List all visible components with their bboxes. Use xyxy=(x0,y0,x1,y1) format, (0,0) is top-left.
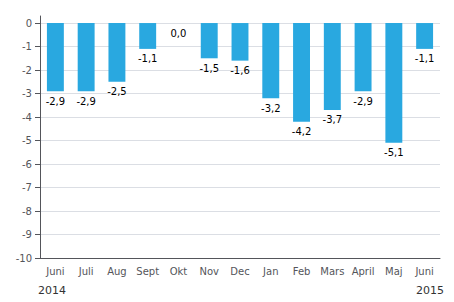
svg-text:-8: -8 xyxy=(22,206,32,217)
svg-text:-1,1: -1,1 xyxy=(138,53,158,64)
svg-text:-1,1: -1,1 xyxy=(415,53,435,64)
svg-text:Okt: Okt xyxy=(170,266,188,277)
svg-text:Juli: Juli xyxy=(78,266,94,277)
svg-text:-5,1: -5,1 xyxy=(384,147,404,158)
svg-text:Feb: Feb xyxy=(293,266,311,277)
svg-text:April: April xyxy=(352,266,375,277)
svg-text:-3,7: -3,7 xyxy=(323,114,343,125)
svg-text:Maj: Maj xyxy=(385,266,403,277)
svg-text:-6: -6 xyxy=(22,159,32,170)
svg-text:Juni: Juni xyxy=(45,266,64,277)
svg-text:-3,2: -3,2 xyxy=(261,103,281,114)
svg-text:Juni: Juni xyxy=(414,266,433,277)
svg-text:-2,9: -2,9 xyxy=(353,96,373,107)
svg-text:-1: -1 xyxy=(22,41,32,52)
svg-text:2014: 2014 xyxy=(38,284,66,297)
svg-text:-5: -5 xyxy=(22,135,32,146)
svg-text:2015: 2015 xyxy=(416,284,444,297)
svg-text:-10: -10 xyxy=(16,253,32,264)
svg-text:Sept: Sept xyxy=(136,266,159,277)
svg-text:-2,5: -2,5 xyxy=(107,86,127,97)
svg-text:-4: -4 xyxy=(22,112,32,123)
svg-text:Mars: Mars xyxy=(320,266,344,277)
svg-text:Aug: Aug xyxy=(107,266,127,277)
svg-text:-9: -9 xyxy=(22,229,32,240)
svg-text:-4,2: -4,2 xyxy=(292,126,312,137)
svg-text:-3: -3 xyxy=(22,88,32,99)
svg-text:-2,9: -2,9 xyxy=(76,96,96,107)
svg-text:Nov: Nov xyxy=(199,266,219,277)
svg-text:-2: -2 xyxy=(22,65,32,76)
svg-text:0,0: 0,0 xyxy=(171,28,187,39)
svg-text:-1,6: -1,6 xyxy=(230,65,250,76)
svg-text:-7: -7 xyxy=(22,182,32,193)
svg-text:Jan: Jan xyxy=(262,266,278,277)
svg-text:-2,9: -2,9 xyxy=(46,96,66,107)
svg-text:0: 0 xyxy=(26,18,32,29)
svg-text:Dec: Dec xyxy=(230,266,249,277)
svg-text:-1,5: -1,5 xyxy=(199,63,219,74)
